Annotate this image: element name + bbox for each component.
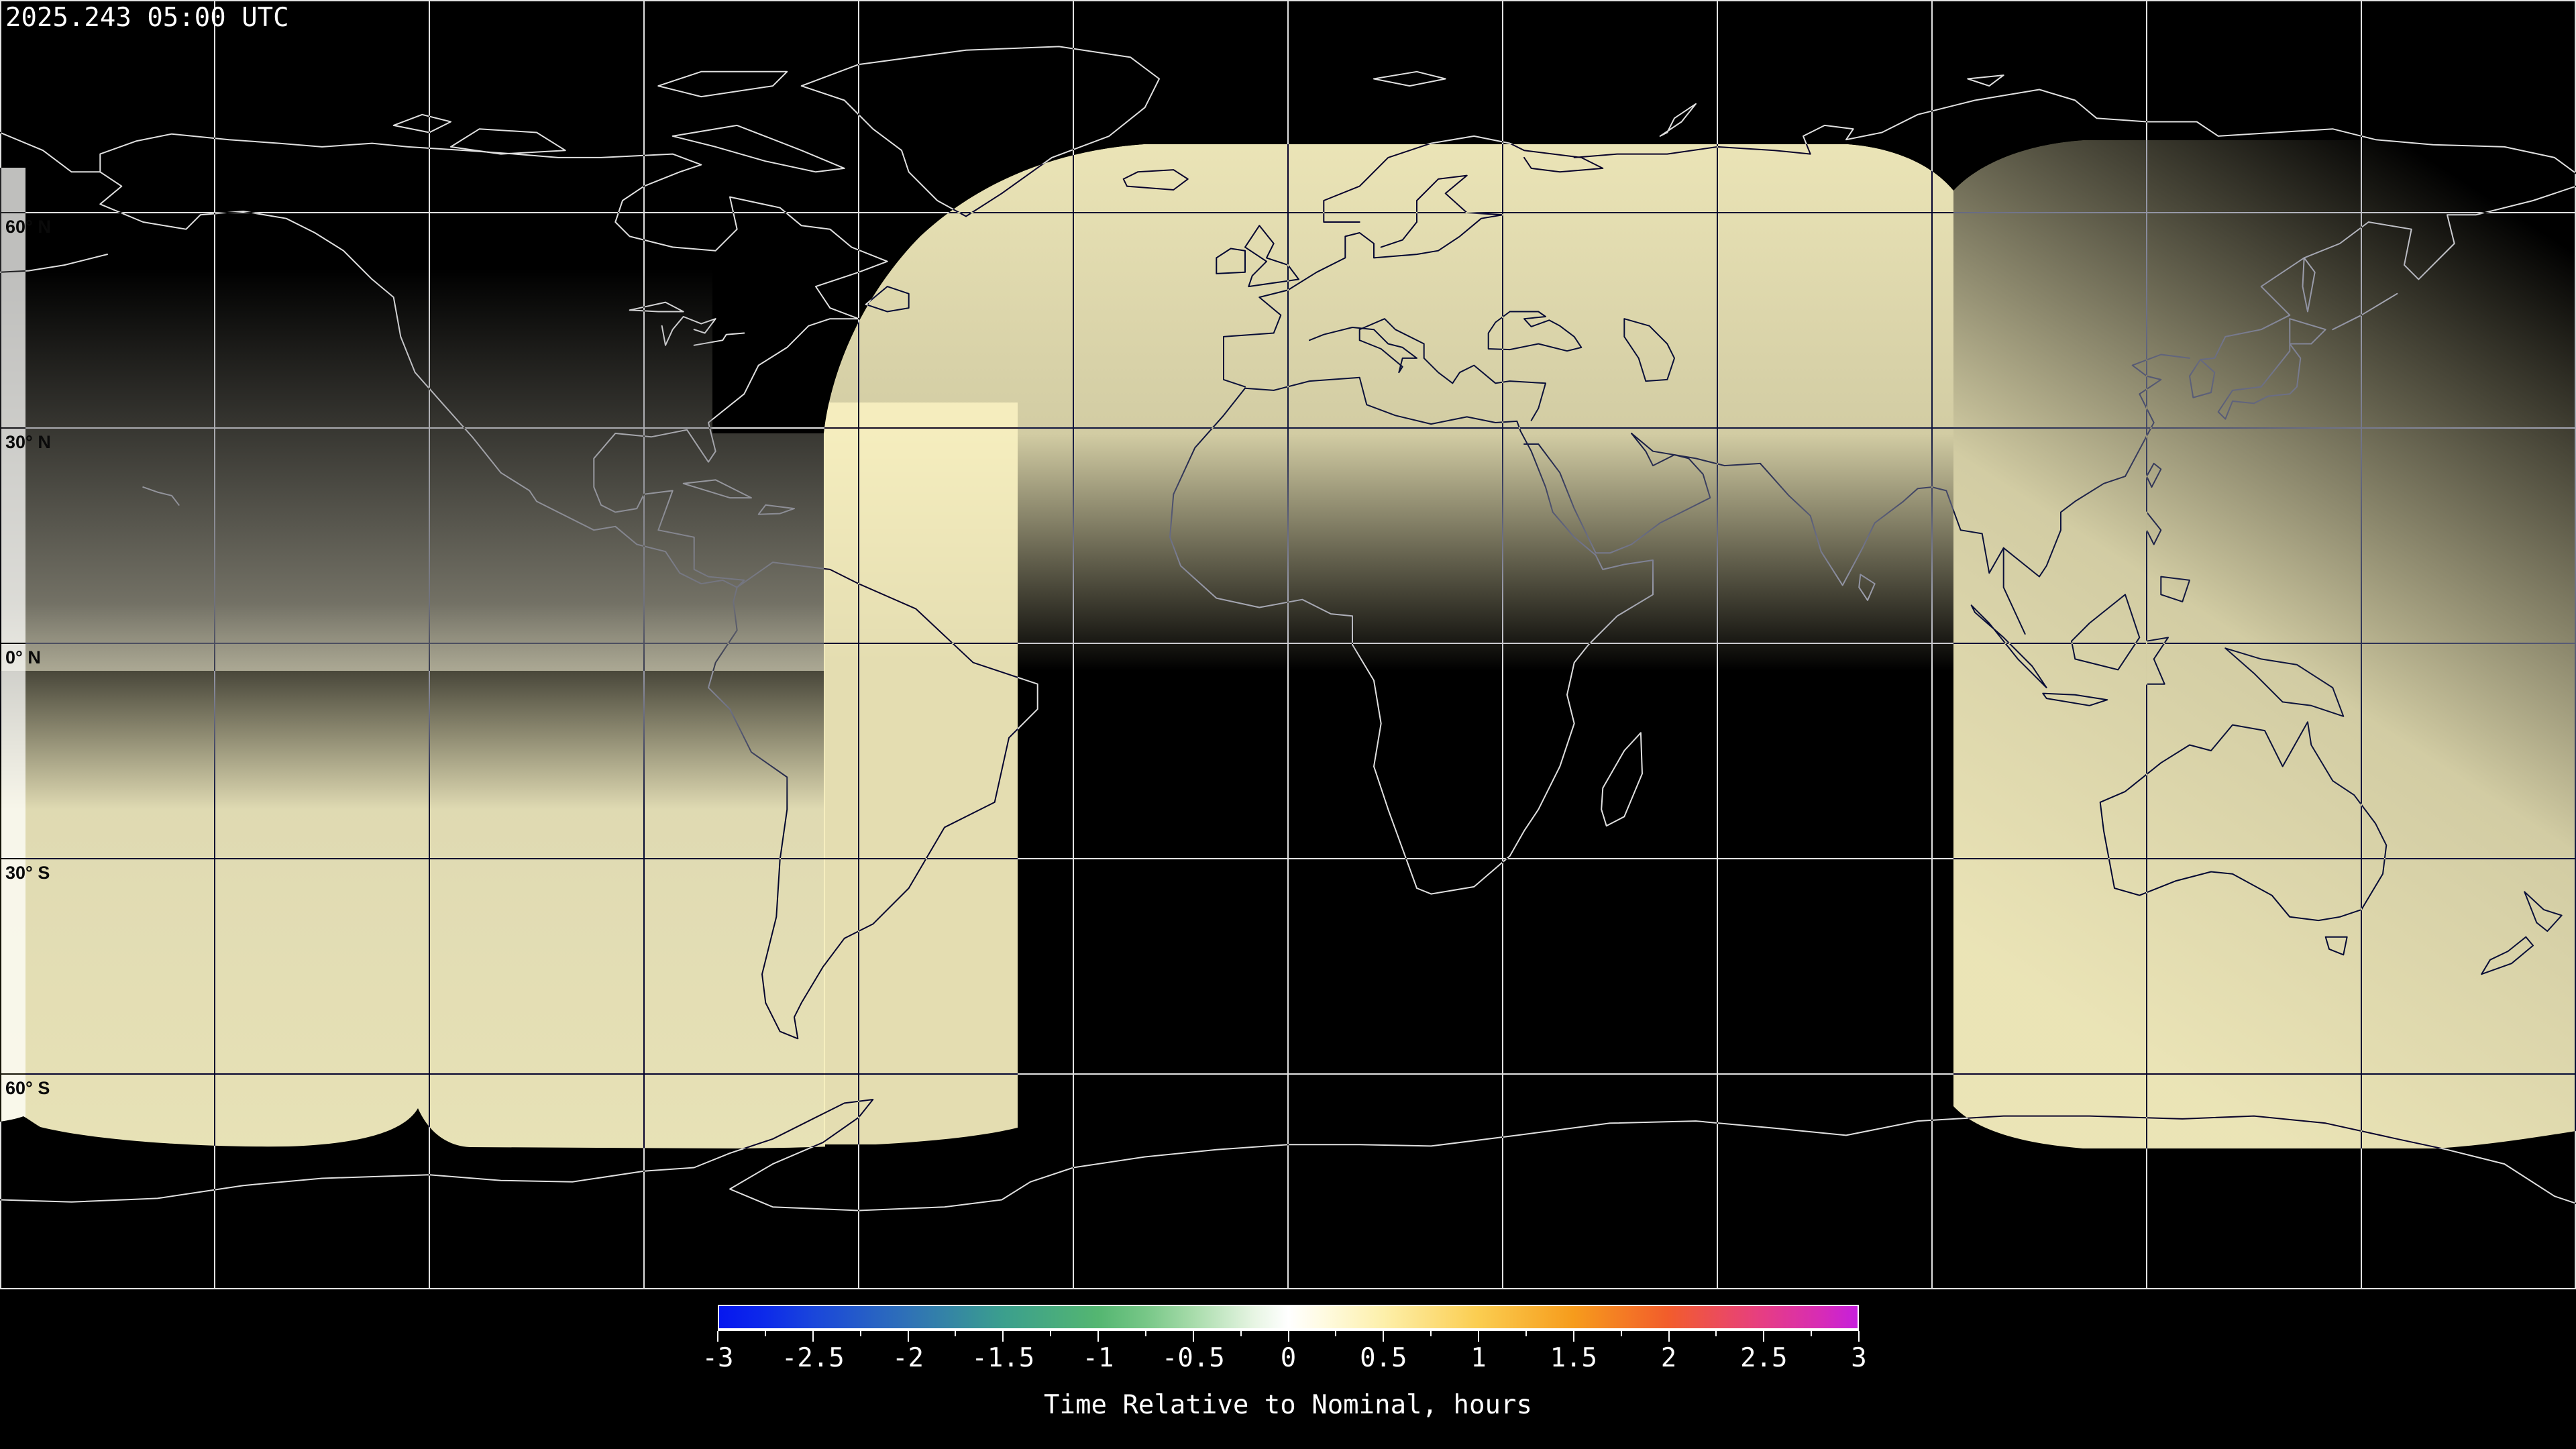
world-map-canvas: 2025.243 05:00 UTC 60° N 30° N 0° N 30° S 60… — [0, 0, 2576, 1289]
colorbar-tick — [1192, 1331, 1194, 1342]
colorbar-tick — [1335, 1331, 1337, 1336]
colorbar-title: Time Relative to Nominal, hours — [1044, 1390, 1532, 1420]
colorbar-tick — [717, 1331, 718, 1342]
colorbar-tick — [859, 1331, 861, 1336]
colorbar-tick — [1620, 1331, 1622, 1336]
latitude-label: 60° N — [5, 217, 51, 237]
colorbar-tick — [1668, 1331, 1670, 1342]
map-svg — [0, 0, 2576, 1289]
colorbar-tick-label: 0.5 — [1360, 1343, 1407, 1373]
colorbar-tick — [1050, 1331, 1052, 1336]
colorbar-tick — [1430, 1331, 1432, 1336]
latitude-label: 0° N — [5, 647, 41, 667]
colorbar-tick — [1144, 1331, 1146, 1336]
colorbar-tick-label: -1 — [1082, 1343, 1114, 1373]
colorbar: Time Relative to Nominal, hours -3 -2.5 -2… — [702, 1305, 1867, 1449]
latitude-label: 30° N — [5, 432, 51, 452]
colorbar-tick — [1715, 1331, 1717, 1336]
colorbar-tick-label: -0.5 — [1161, 1343, 1225, 1373]
colorbar-tick-label: 1.5 — [1550, 1343, 1598, 1373]
latitude-label: 30° S — [5, 863, 50, 883]
colorbar-tick-label: 0 — [1280, 1343, 1297, 1373]
coastlines — [0, 46, 2576, 1212]
colorbar-tick-label: -1.5 — [971, 1343, 1035, 1373]
colorbar-tick-label: -2 — [892, 1343, 924, 1373]
colorbar-axis-line — [718, 1330, 1859, 1331]
timestamp-label: 2025.243 05:00 UTC — [5, 3, 289, 33]
colorbar-tick-label: 3 — [1851, 1343, 1867, 1373]
colorbar-tick — [1572, 1331, 1574, 1342]
colorbar-tick — [764, 1331, 766, 1336]
colorbar-gradient-bar — [718, 1305, 1859, 1330]
colorbar-tick — [1811, 1331, 1813, 1336]
colorbar-tick — [1858, 1331, 1860, 1342]
colorbar-tick — [1525, 1331, 1527, 1336]
colorbar-tick — [1097, 1331, 1099, 1342]
colorbar-tick-label: -2.5 — [781, 1343, 845, 1373]
coverage-tint-layer — [0, 140, 2576, 1148]
colorbar-tick-label: -3 — [702, 1343, 734, 1373]
colorbar-tick — [1002, 1331, 1004, 1342]
colorbar-tick — [1240, 1331, 1242, 1336]
graticule-lines — [0, 0, 2576, 1289]
colorbar-tick — [1478, 1331, 1479, 1342]
colorbar-tick — [1383, 1331, 1385, 1342]
latitude-label: 60° S — [5, 1078, 50, 1098]
colorbar-tick — [1287, 1331, 1289, 1342]
colorbar-tick-label: 1 — [1470, 1343, 1487, 1373]
colorbar-tick-label: 2.5 — [1740, 1343, 1788, 1373]
colorbar-tick — [812, 1331, 814, 1342]
colorbar-tick — [907, 1331, 909, 1342]
colorbar-tick-label: 2 — [1660, 1343, 1677, 1373]
colorbar-tick — [1763, 1331, 1765, 1342]
colorbar-tick — [955, 1331, 957, 1336]
